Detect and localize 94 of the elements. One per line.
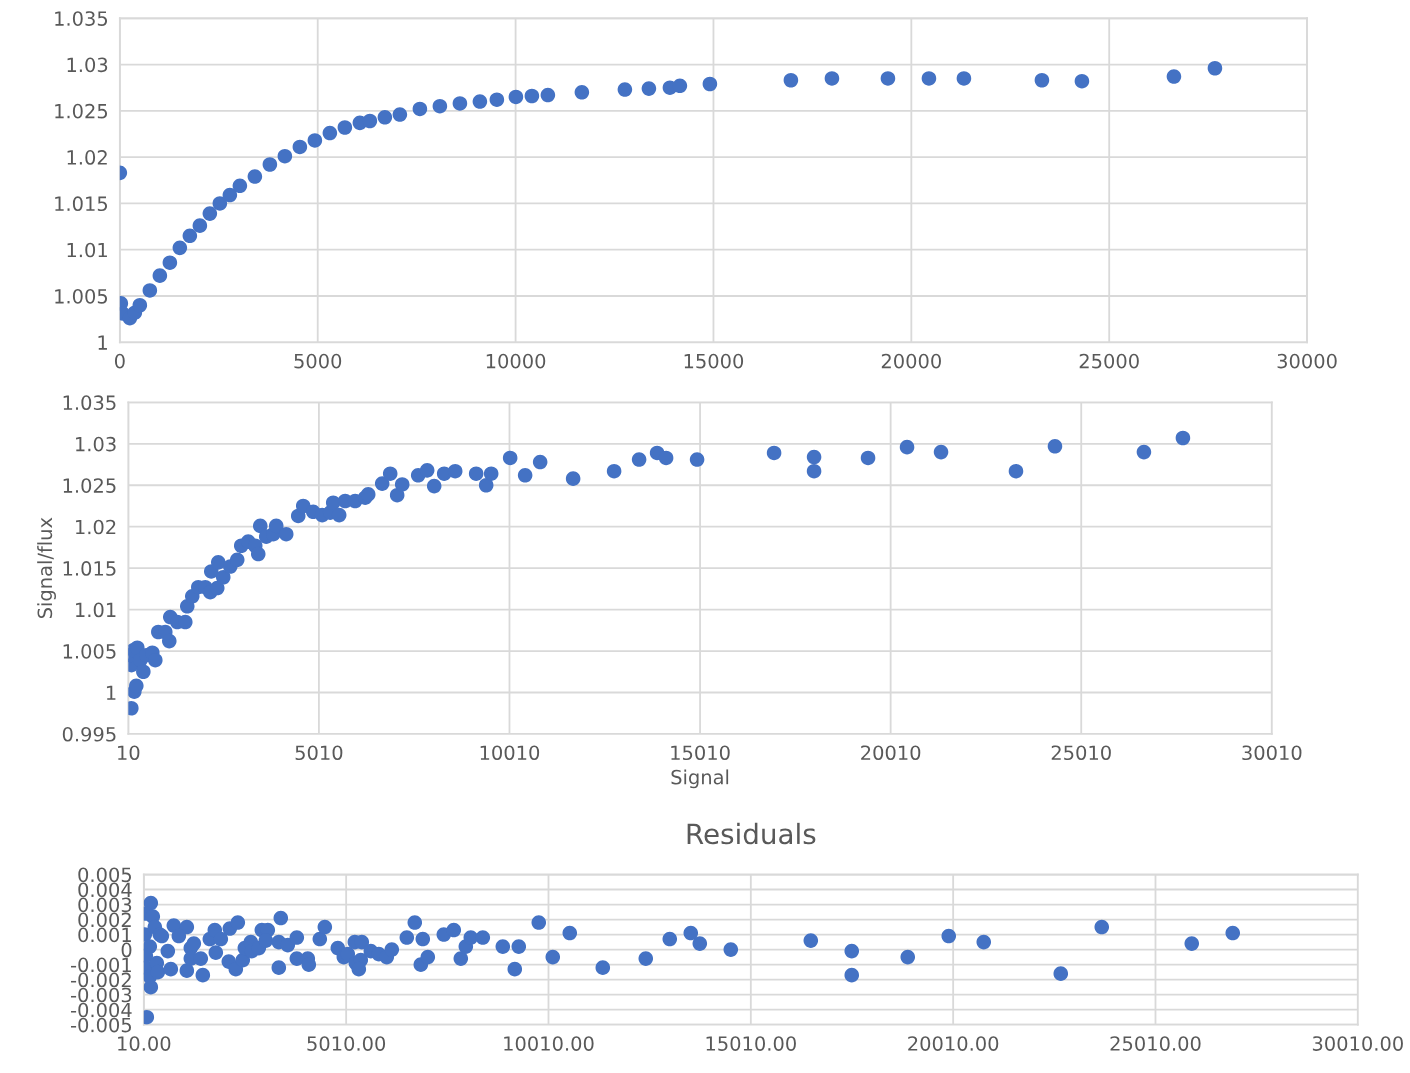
y-axis-title: Signal/flux <box>37 517 56 619</box>
point <box>132 297 148 313</box>
point <box>702 76 718 92</box>
x-tick-label: 5010 <box>295 745 343 761</box>
point <box>672 78 688 94</box>
y-tick-label: 1.02 <box>76 519 116 535</box>
x-tick-label: 25010 <box>1051 745 1111 761</box>
y-tick-label: 1.015 <box>55 196 108 212</box>
point <box>337 120 353 135</box>
point <box>212 196 228 211</box>
point <box>152 268 168 283</box>
point <box>292 139 308 155</box>
chart-title: Residuals <box>687 822 816 845</box>
point <box>574 85 590 100</box>
point <box>142 283 158 298</box>
x-tick-label: 10010 <box>480 745 540 761</box>
point <box>921 71 937 86</box>
point <box>192 218 208 233</box>
y-tick-label: 1.01 <box>76 602 116 618</box>
point <box>956 71 972 86</box>
point <box>247 169 263 184</box>
y-tick-label: 1.015 <box>63 561 116 576</box>
x-tick-label: 10010.00 <box>504 1036 594 1051</box>
x-tick-label: 30010.00 <box>1312 1036 1403 1051</box>
y-tick-label: 1.03 <box>67 57 108 73</box>
y-tick-label: -0.004 <box>70 1002 132 1018</box>
y-tick-label: 1 <box>106 685 116 700</box>
y-tick-label: -0.002 <box>70 972 131 988</box>
y-tick-label: 1.01 <box>67 242 107 258</box>
x-tick-label: 25000 <box>1079 353 1139 369</box>
point <box>377 110 393 125</box>
y-tick-label: 0 <box>121 942 132 958</box>
point <box>617 82 633 97</box>
y-tick-label: 1.005 <box>63 644 116 659</box>
point <box>452 96 468 111</box>
y-tick-label: 1.035 <box>55 11 108 26</box>
point <box>162 255 178 270</box>
point <box>172 240 188 256</box>
point <box>202 206 218 221</box>
y-tick-label: 0.002 <box>78 912 131 928</box>
point <box>392 107 408 122</box>
y-tick-label: -0.005 <box>70 1017 132 1033</box>
x-tick-label: 15010.00 <box>706 1036 796 1051</box>
y-tick-label: 1 <box>98 335 107 350</box>
x-tick-label: 20010 <box>861 745 921 761</box>
point <box>432 98 448 114</box>
y-tick-label: 1.005 <box>55 288 108 304</box>
point <box>1034 72 1050 88</box>
x-axis-title: Signal <box>671 769 729 789</box>
x-tick-label: 20010.00 <box>908 1036 999 1051</box>
point <box>641 81 657 96</box>
y-tick-label: 0.995 <box>62 726 116 742</box>
point <box>362 113 378 129</box>
point <box>880 71 896 86</box>
x-tick-label: 30010 <box>1242 745 1302 761</box>
y-tick-label: 1.03 <box>76 436 116 452</box>
y-tick-label: -0.003 <box>70 987 132 1003</box>
point <box>222 187 238 203</box>
y-tick-label: 0.005 <box>78 867 132 883</box>
x-tick-label: 10 <box>118 745 140 761</box>
y-tick-label: 1.02 <box>67 150 107 165</box>
point <box>182 228 198 244</box>
point <box>262 157 278 172</box>
x-tick-label: 20000 <box>881 353 941 369</box>
point <box>524 88 540 104</box>
x-tick-label: 30000 <box>1277 353 1337 369</box>
point <box>540 87 556 103</box>
point <box>1074 73 1090 89</box>
y-tick-label: 1.025 <box>63 478 116 493</box>
point <box>783 72 799 88</box>
y-tick-label: 1.035 <box>63 395 116 411</box>
x-tick-label: 25010.00 <box>1110 1036 1201 1051</box>
point <box>232 178 248 194</box>
y-tick-label: 1.025 <box>55 103 108 119</box>
y-tick-label: 0.003 <box>78 897 132 913</box>
y-tick-label: -0.001 <box>70 957 131 973</box>
x-tick-label: 15010 <box>671 745 730 761</box>
point <box>1166 69 1182 84</box>
x-tick-label: 5000 <box>294 353 342 369</box>
point <box>322 125 338 141</box>
point <box>508 89 524 105</box>
point <box>1207 60 1223 76</box>
x-tick-label: 10000 <box>486 353 546 369</box>
point <box>412 101 428 117</box>
x-tick-label: 5010.00 <box>307 1036 386 1051</box>
point <box>277 148 293 164</box>
point <box>472 94 488 109</box>
y-tick-label: 0.004 <box>78 882 132 898</box>
point <box>489 92 505 107</box>
x-tick-label: 10.00 <box>118 1036 171 1051</box>
y-tick-label: 0.001 <box>78 927 131 943</box>
point <box>824 71 840 86</box>
point <box>307 133 323 148</box>
x-tick-label: 15000 <box>684 353 744 369</box>
